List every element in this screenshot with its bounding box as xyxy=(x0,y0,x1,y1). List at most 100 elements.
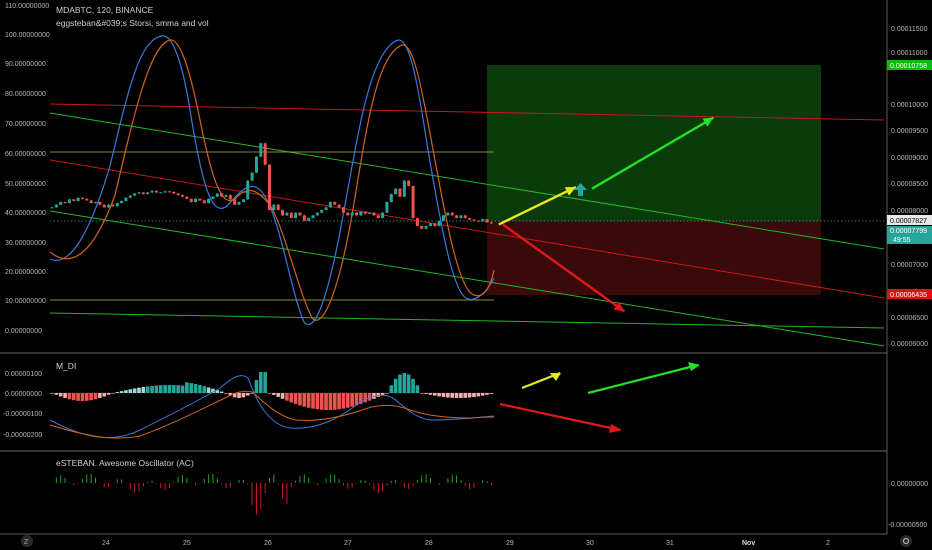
ao-right-tick: -0.00000500 xyxy=(888,522,927,529)
macd-bar xyxy=(237,393,241,398)
macd-bar xyxy=(54,393,59,395)
upper-green-line xyxy=(49,112,885,250)
candle-body xyxy=(185,196,189,199)
macd-title: M_DI xyxy=(56,361,76,371)
macd-bar xyxy=(485,393,489,395)
candle-body xyxy=(307,218,311,221)
gear-icon xyxy=(902,537,910,545)
macd-bar xyxy=(298,393,302,406)
candle-body xyxy=(476,220,480,222)
candle-body xyxy=(128,195,132,198)
macd-bar xyxy=(259,372,263,393)
settings-button[interactable] xyxy=(900,535,912,547)
macd-bar xyxy=(276,393,280,397)
ao-histogram xyxy=(55,473,492,515)
macd-bar xyxy=(280,393,285,399)
timezone-icon: Z xyxy=(24,539,29,546)
macd-left-tick: 0.00000000 xyxy=(5,391,42,398)
left-tick: 60.00000000 xyxy=(5,151,46,158)
macd-yellow-arrow xyxy=(521,371,561,390)
macd-bar xyxy=(293,393,298,404)
right-tick: 0.00009500 xyxy=(891,128,928,135)
stop-price-label: 0.00006435 xyxy=(890,292,927,299)
candle-body xyxy=(394,188,398,195)
macd-bar xyxy=(415,385,420,393)
candle-body xyxy=(163,191,167,193)
macd-histogram xyxy=(50,372,494,410)
left-tick: 20.00000000 xyxy=(5,269,46,276)
x-tick: Nov xyxy=(742,540,755,547)
candle-body xyxy=(337,204,341,208)
timezone-button[interactable]: Z xyxy=(21,535,33,547)
right-tick: 0.00007000 xyxy=(891,262,928,269)
macd-bar xyxy=(385,393,389,394)
x-tick: 30 xyxy=(586,540,594,547)
candle-body xyxy=(485,219,489,223)
x-tick: 24 xyxy=(102,540,110,547)
candle-body xyxy=(481,219,485,222)
macd-bar xyxy=(402,373,407,393)
x-tick: 27 xyxy=(344,540,352,547)
time-axis: 24 25 26 27 28 29 30 31 Nov 2 xyxy=(102,540,830,547)
macd-bar xyxy=(263,372,267,393)
candle-body xyxy=(376,215,380,219)
candle-body xyxy=(89,200,93,204)
macd-bar xyxy=(254,380,259,393)
x-tick: 28 xyxy=(425,540,433,547)
macd-bar xyxy=(446,393,450,398)
candle-body xyxy=(463,215,467,219)
candle-body xyxy=(324,207,328,211)
candle-body xyxy=(311,215,315,219)
last-price-label: 0.00007827 xyxy=(890,218,927,225)
candle-body xyxy=(294,212,298,219)
right-axis: 0.00011500 0.00011000 0.00010000 0.00009… xyxy=(887,26,932,529)
left-tick: 50.00000000 xyxy=(5,181,46,188)
candle-body xyxy=(407,180,411,186)
candle-body xyxy=(398,188,402,197)
left-tick: 40.00000000 xyxy=(5,210,46,217)
candle-body xyxy=(233,199,237,205)
candle-body xyxy=(172,191,176,194)
left-tick: 30.00000000 xyxy=(5,240,46,247)
macd-bar xyxy=(428,393,433,395)
candle-body xyxy=(272,204,276,211)
candle-body xyxy=(120,200,124,204)
macd-bar xyxy=(433,393,437,396)
macd-bar xyxy=(132,388,137,393)
macd-bar xyxy=(111,393,115,394)
candle-body xyxy=(176,193,180,196)
macd-bar xyxy=(441,393,446,397)
candle-body xyxy=(385,202,389,213)
candle-body xyxy=(150,190,154,193)
candle-body xyxy=(411,186,415,219)
candle-body xyxy=(289,212,293,219)
left-tick: 80.00000000 xyxy=(5,91,46,98)
macd-bar xyxy=(67,393,72,400)
candle-body xyxy=(124,197,128,201)
macd-bar xyxy=(206,387,211,393)
macd-bar xyxy=(232,393,237,398)
candle-body xyxy=(67,199,71,204)
macd-bar xyxy=(372,393,376,399)
right-tick: 0.00010000 xyxy=(891,102,928,109)
left-tick: 110.00000000 xyxy=(5,3,49,10)
candle-body xyxy=(224,195,228,197)
macd-bar xyxy=(185,382,189,393)
candle-body xyxy=(141,192,145,195)
right-tick: 0.00009000 xyxy=(891,155,928,162)
left-tick: 10.00000000 xyxy=(5,298,46,305)
ao-pane xyxy=(55,473,492,515)
macd-bar xyxy=(363,393,367,403)
macd-bar xyxy=(63,393,67,398)
candle-body xyxy=(133,193,137,196)
lower-green-line xyxy=(49,210,885,347)
macd-bar xyxy=(406,374,411,393)
projection-arrow-head xyxy=(702,117,714,127)
macd-bar xyxy=(272,393,276,395)
left-axis: 110.00000000 100.00000000 90.00000000 80… xyxy=(3,3,50,439)
candle-body xyxy=(246,180,250,200)
target-price-badge xyxy=(887,60,932,70)
macd-bar xyxy=(115,392,120,393)
macd-bar xyxy=(137,387,141,393)
